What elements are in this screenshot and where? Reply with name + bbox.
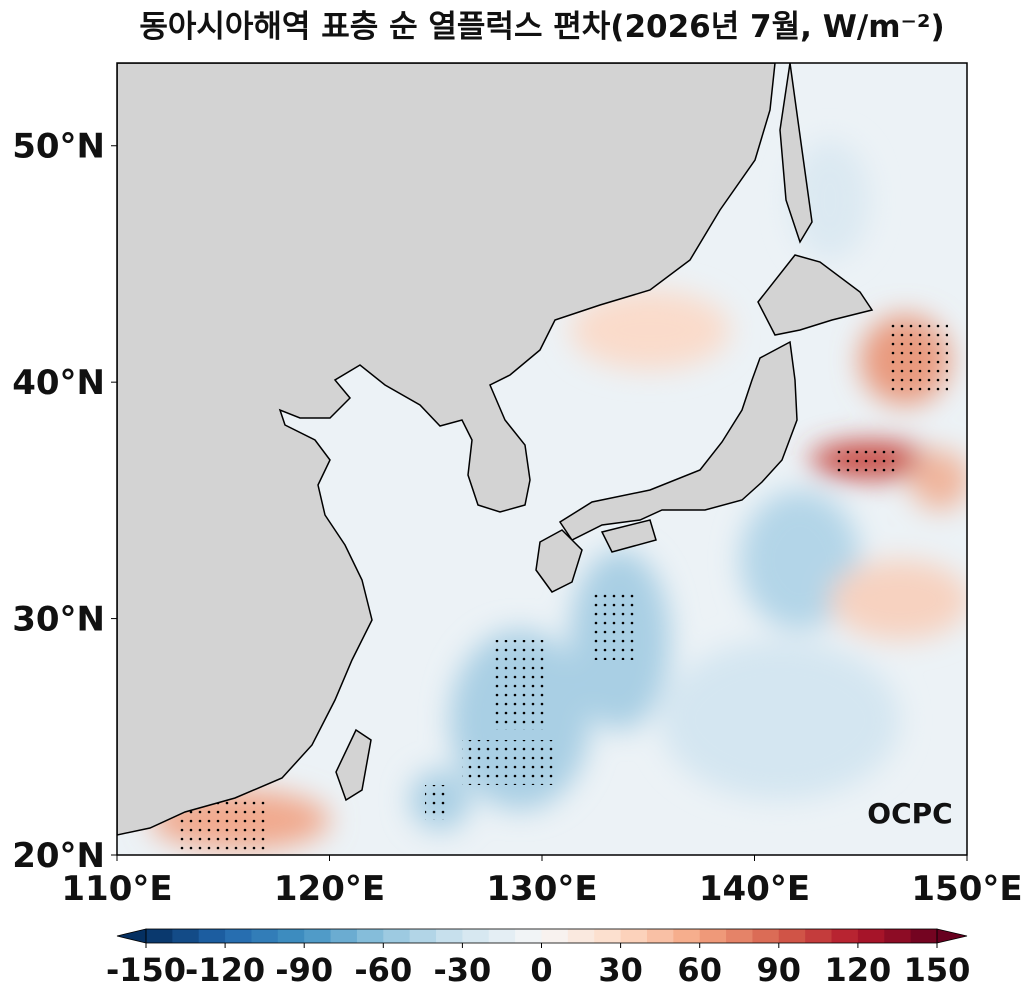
colorbar-tick-label: 90 — [757, 951, 802, 989]
colorbar-tick-label: -90 — [275, 951, 333, 989]
colorbar-bin — [436, 929, 463, 943]
colorbar-extend-low — [116, 928, 147, 944]
colorbar-bin — [146, 929, 173, 943]
significance-stipple — [180, 320, 948, 855]
x-tick-label: 130°E — [486, 869, 597, 909]
land — [117, 63, 874, 836]
colorbar-bin — [198, 929, 226, 943]
colorbar-bin — [884, 929, 912, 943]
colorbar-tick-label: 120 — [825, 951, 892, 989]
colorbar-bin — [515, 929, 542, 943]
colorbar-bin — [225, 929, 252, 943]
colorbar-bin — [383, 929, 411, 943]
colorbar-bin — [567, 929, 595, 943]
axes: 110°E 120°E 130°E 140°E 150°E 20°N 30°N 40°N 50°… — [12, 127, 1022, 909]
title: 동아시아해역 표층 순 열플럭스 편차(2026년 7월, W/m⁻²) — [139, 9, 944, 45]
colorbar-bin — [462, 929, 490, 943]
colorbar-bin — [726, 929, 753, 943]
x-tick-label: 110°E — [61, 869, 172, 909]
colorbar-bin — [646, 929, 674, 943]
colorbar-bin — [409, 929, 437, 943]
colorbar-bin — [831, 929, 859, 943]
colorbar-bin — [277, 929, 305, 943]
y-tick-label: 30°N — [12, 600, 105, 640]
colorbar-bin — [857, 929, 885, 943]
x-tick-label: 140°E — [699, 869, 810, 909]
colorbar-bin — [620, 929, 648, 943]
x-tick-label: 120°E — [274, 869, 385, 909]
y-tick-label: 20°N — [12, 836, 105, 876]
colorbar-bin — [488, 929, 516, 943]
colorbar-bin — [172, 929, 200, 943]
colorbar-bin — [330, 929, 358, 943]
y-tick-label: 50°N — [12, 127, 105, 167]
map: OCPC — [117, 63, 967, 855]
colorbar-bin — [805, 929, 833, 943]
colorbar-tick-label: 150 — [904, 951, 971, 989]
colorbar-bin — [356, 929, 384, 943]
colorbar-bin — [304, 929, 332, 943]
colorbar-tick-label: -30 — [433, 951, 491, 989]
colorbar-bin — [778, 929, 806, 943]
colorbar-bin — [699, 929, 727, 943]
y-tick-label: 40°N — [12, 363, 105, 403]
logo: OCPC — [867, 797, 952, 830]
x-tick-label: 150°E — [911, 869, 1022, 909]
colorbar-tick-label: 30 — [598, 951, 643, 989]
colorbar-tick-label: -120 — [185, 951, 265, 989]
colorbar-bin — [594, 929, 622, 943]
colorbar-bin — [541, 929, 569, 943]
colorbar-tick-label: -150 — [106, 951, 186, 989]
colorbar-extend-high — [936, 928, 968, 944]
colorbar-bin — [673, 929, 701, 943]
colorbar-tick-label: -60 — [354, 951, 412, 989]
colorbar-tick-label: 0 — [530, 951, 552, 989]
colorbar-bin — [910, 929, 938, 943]
colorbar: -150 -120 -90 -60 -30 0 30 60 90 120 150 — [106, 928, 971, 989]
colorbar-tick-label: 60 — [677, 951, 722, 989]
colorbar-bin — [251, 929, 279, 943]
colorbar-bin — [752, 929, 780, 943]
